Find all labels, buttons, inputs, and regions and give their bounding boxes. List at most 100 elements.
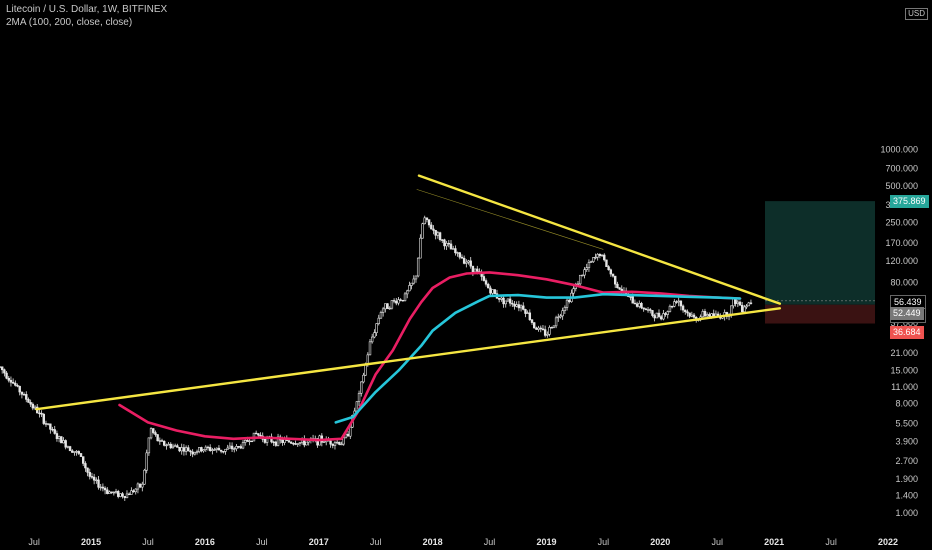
price-axis[interactable]: 1000.000700.000500.000350.000250.000170.… — [880, 145, 918, 518]
candle-body — [160, 440, 164, 442]
candle-body — [662, 313, 665, 320]
y-tick-label: 21.000 — [890, 348, 918, 358]
candle-body — [211, 449, 214, 451]
candle-body — [614, 275, 617, 285]
indicator-legend[interactable]: 2MA (100, 200, close, close) — [6, 17, 133, 28]
candle-body — [132, 490, 135, 493]
candle-body — [747, 302, 750, 307]
y-tick-label: 8.000 — [895, 399, 918, 409]
candle-body — [287, 440, 291, 443]
x-tick-label: Jul — [28, 537, 40, 547]
ma200-line — [334, 292, 742, 424]
candle-body — [403, 293, 407, 302]
candle-body — [388, 307, 391, 310]
candle-body — [511, 302, 514, 305]
candle-body — [0, 366, 2, 368]
moving-averages — [118, 271, 742, 442]
stop-price-label: 36.684 — [890, 325, 924, 339]
candle-body — [408, 285, 411, 292]
target-price-label: 375.869 — [890, 195, 929, 209]
candle-body — [539, 327, 542, 330]
candle-body — [195, 451, 199, 453]
candle-body — [355, 401, 359, 412]
y-tick-label: 120.000 — [885, 256, 918, 266]
candle-body — [219, 449, 223, 452]
candle-body — [500, 297, 503, 300]
candle-body — [541, 328, 545, 331]
candle-body — [187, 447, 190, 452]
candle-body — [316, 438, 319, 446]
candle-body — [138, 483, 142, 488]
candle-body — [399, 299, 402, 301]
candle-body — [565, 299, 569, 308]
candle-body — [454, 248, 457, 254]
candle-body — [193, 451, 197, 455]
candle-body — [200, 447, 203, 452]
candle-body — [22, 394, 26, 396]
candle-body — [476, 268, 479, 272]
candle-body — [749, 302, 753, 304]
candle-body — [366, 354, 370, 365]
candle-body — [81, 456, 85, 464]
candle-body — [738, 301, 742, 306]
candle-body — [600, 254, 604, 257]
candle-body — [745, 305, 748, 308]
candle-body — [515, 304, 518, 307]
candle-body — [20, 391, 24, 395]
candle-body — [322, 441, 326, 443]
candle-body — [386, 303, 389, 309]
x-tick-label: Jul — [370, 537, 382, 547]
x-tick-label: 2015 — [81, 537, 101, 547]
candle-body — [95, 479, 98, 482]
candle-body — [414, 275, 418, 280]
candle-body — [458, 252, 461, 258]
candle-body — [449, 243, 453, 250]
candle-body — [392, 300, 396, 302]
candle-body — [583, 269, 586, 276]
candle-body — [167, 443, 170, 446]
candle-body — [152, 428, 155, 433]
candle-body — [244, 440, 247, 443]
candle-body — [517, 304, 521, 309]
candle-body — [272, 441, 275, 444]
candle-body — [412, 278, 415, 284]
candle-body — [305, 441, 308, 446]
time-axis[interactable]: Jul 2015 Jul 2016 Jul 2017 Jul 2018 Jul 2019 Jul 20… — [28, 537, 898, 547]
candle-body — [184, 447, 188, 452]
candle-body — [611, 273, 615, 277]
candle-body — [537, 327, 540, 330]
candle-body — [557, 316, 560, 319]
descending-trendline-inner — [416, 189, 604, 250]
candle-body — [686, 311, 689, 314]
candle-body — [379, 312, 383, 319]
x-tick-label: 2021 — [764, 537, 784, 547]
candle-body — [646, 309, 650, 311]
candle-body — [703, 311, 707, 317]
candle-body — [88, 472, 91, 477]
candle-body — [451, 248, 455, 250]
candle-body — [368, 341, 372, 356]
candle-body — [712, 313, 715, 317]
candle-body — [259, 434, 262, 437]
candle-body — [705, 314, 709, 317]
candle-body — [254, 432, 258, 435]
x-tick-label: 2019 — [536, 537, 556, 547]
candle-body — [331, 443, 334, 446]
candle-body — [57, 436, 61, 439]
candle-body — [609, 269, 613, 275]
stop-zone — [765, 304, 875, 324]
currency-label[interactable]: USD — [905, 8, 928, 20]
x-tick-label: Jul — [142, 537, 154, 547]
chart-title: Litecoin / U.S. Dollar, 1W, BITFINEX — [6, 4, 168, 15]
x-tick-label: 2022 — [878, 537, 898, 547]
candle-body — [701, 311, 704, 318]
candle-body — [344, 433, 348, 439]
candle-body — [141, 483, 144, 488]
candle-body — [633, 302, 637, 305]
candle-body — [99, 486, 102, 489]
candle-body — [395, 300, 398, 304]
candle-body — [416, 257, 420, 277]
x-tick-label: 2017 — [309, 537, 329, 547]
candle-body — [430, 224, 433, 230]
